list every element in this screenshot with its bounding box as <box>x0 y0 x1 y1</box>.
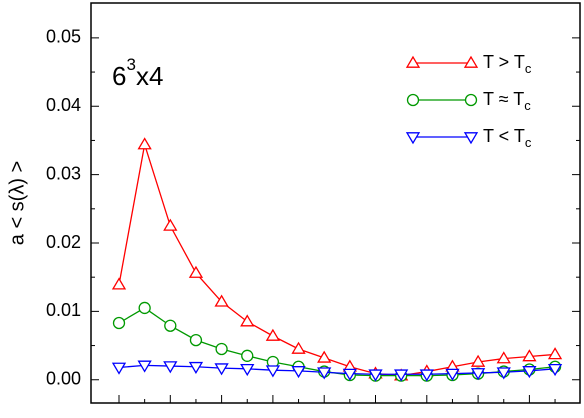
marker <box>111 362 127 375</box>
marker <box>265 328 281 341</box>
y-tick-label: 0.03 <box>46 163 81 183</box>
marker <box>496 367 511 380</box>
marker <box>522 366 537 379</box>
marker <box>547 363 563 377</box>
marker <box>240 314 255 327</box>
series-line <box>118 364 556 375</box>
marker <box>496 351 511 364</box>
marker <box>317 350 332 363</box>
y-tick-label: 0.05 <box>46 27 81 47</box>
marker <box>214 294 229 307</box>
series-line <box>118 144 556 377</box>
marker <box>470 354 486 367</box>
marker <box>137 360 152 373</box>
marker <box>163 361 178 374</box>
marker <box>317 367 332 380</box>
marker <box>137 137 152 150</box>
series-line <box>118 307 556 377</box>
marker <box>405 132 421 145</box>
marker <box>342 368 357 381</box>
marker <box>188 265 204 278</box>
marker <box>464 93 478 107</box>
marker <box>188 361 204 375</box>
marker <box>463 132 479 145</box>
annotation-rest: x4 <box>136 61 163 91</box>
marker <box>163 218 178 231</box>
y-tick-label: 0.00 <box>46 369 81 389</box>
legend-subscript: c <box>524 98 531 113</box>
y-axis-label: a < s(λ) > <box>6 161 28 245</box>
legend-label: T < Tc <box>483 126 532 151</box>
legend-subscript: c <box>525 61 532 76</box>
marker <box>215 342 228 356</box>
marker <box>291 341 306 354</box>
legend-name: T ≈ T <box>483 89 524 109</box>
marker <box>164 319 177 332</box>
legend-label: T ≈ Tc <box>483 89 531 114</box>
marker <box>547 347 563 360</box>
marker <box>291 366 306 379</box>
marker <box>240 363 255 377</box>
marker <box>112 316 126 330</box>
y-tick-label: 0.04 <box>46 95 81 115</box>
marker <box>419 369 434 382</box>
legend-subscript: c <box>525 135 532 150</box>
legend-name: T < T <box>483 126 525 146</box>
marker <box>138 301 151 315</box>
annotation-base: 6 <box>112 61 126 91</box>
y-tick-label: 0.01 <box>46 300 81 320</box>
legend-name: T > T <box>483 52 525 72</box>
legend-label: T > Tc <box>483 52 532 77</box>
marker <box>470 368 486 381</box>
marker <box>368 369 383 382</box>
marker <box>445 368 460 381</box>
annotation-sup: 3 <box>126 55 135 74</box>
y-tick-label: 0.02 <box>46 232 81 252</box>
marker <box>394 369 409 382</box>
marker <box>463 55 479 68</box>
marker <box>189 333 203 347</box>
marker <box>405 55 421 68</box>
marker <box>111 277 127 290</box>
marker <box>522 349 537 362</box>
annotation: 63x4 <box>112 55 163 90</box>
marker <box>265 365 281 378</box>
marker <box>214 363 229 376</box>
marker <box>406 93 420 107</box>
marker <box>241 349 254 362</box>
plot-frame <box>90 2 581 404</box>
